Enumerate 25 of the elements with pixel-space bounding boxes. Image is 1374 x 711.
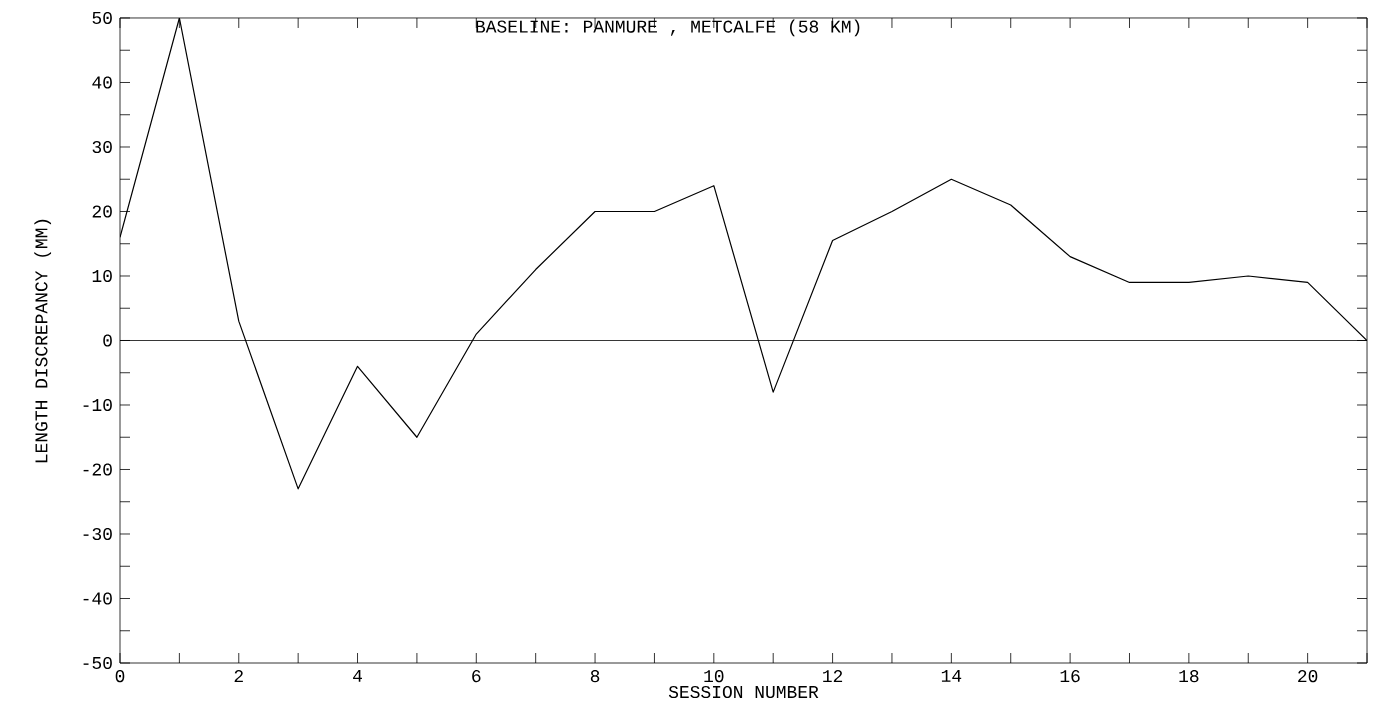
y-tick-label: 0 [103, 334, 112, 347]
x-tick-label: 14 [941, 670, 962, 682]
y-tick-label: -40 [83, 592, 112, 605]
y-axis-title: LENGTH DISCREPANCY (MM) [34, 219, 52, 463]
x-tick-label: 12 [823, 670, 843, 683]
y-tick-label: 40 [92, 76, 112, 89]
x-tick-label: 4 [353, 670, 362, 682]
y-tick-label: 50 [92, 11, 112, 25]
y-tick-label: 20 [92, 205, 112, 218]
y-tick-label: -10 [83, 398, 112, 412]
y-tick-label: 30 [92, 140, 112, 154]
x-tick-label: 18 [1179, 670, 1199, 683]
x-tick-label: 0 [115, 670, 125, 683]
x-tick-label: 20 [1298, 670, 1318, 683]
x-tick-label: 8 [590, 670, 600, 683]
y-tick-label: -20 [83, 463, 112, 476]
x-axis-title: SESSION NUMBER [668, 685, 819, 699]
x-tick-label: 16 [1060, 670, 1080, 683]
x-tick-label: 2 [234, 670, 243, 683]
y-tick-label: 10 [92, 269, 112, 283]
x-tick-label: 6 [472, 670, 481, 683]
x-tick-label: 10 [704, 670, 724, 683]
y-tick-label: -30 [83, 527, 112, 541]
chart-title: BASELINE: PANMURE , METCALFE (58 KM) [476, 19, 860, 37]
y-tick-label: -50 [83, 656, 112, 670]
